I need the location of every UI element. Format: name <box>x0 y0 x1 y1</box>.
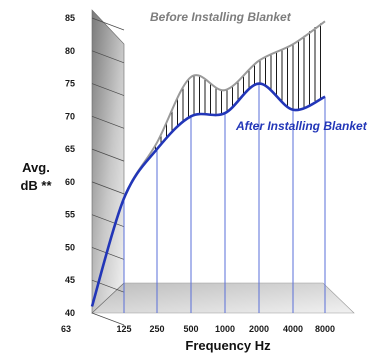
x-axis-label: Frequency Hz <box>185 338 271 353</box>
series-label-after: After Installing Blanket <box>235 119 368 133</box>
x-tick-label: 500 <box>183 324 198 334</box>
wall-gridline-50 <box>91 247 125 260</box>
x-tick-label: 125 <box>116 324 131 334</box>
wall-gridline-65 <box>91 148 125 162</box>
y-tick-label: 50 <box>65 242 75 252</box>
wall-gridline-40 <box>91 312 125 326</box>
x-tick-label: 4000 <box>283 324 303 334</box>
series-lines <box>90 20 326 307</box>
x-tick-label: 63 <box>61 324 71 334</box>
wall-gridline-70 <box>91 116 125 129</box>
chart-wall-panel <box>91 9 125 314</box>
y-axis-label-line-1: Avg. <box>22 160 50 175</box>
y-tick-label: 55 <box>65 210 75 220</box>
chart-gridlines <box>123 83 326 313</box>
y-tick-label: 60 <box>65 177 75 187</box>
x-tick-label: 250 <box>149 324 164 334</box>
wall-gridline-60 <box>91 181 125 195</box>
series-label-before: Before Installing Blanket <box>150 10 292 24</box>
y-tick-label: 65 <box>65 144 75 154</box>
y-tick-label: 85 <box>65 13 75 23</box>
wall-gridline-80 <box>91 50 125 64</box>
x-tick-label: 1000 <box>215 324 235 334</box>
y-axis-ticks: 40 45 50 55 60 65 70 75 80 85 <box>65 13 75 318</box>
chart-floor <box>91 282 355 314</box>
y-tick-label: 80 <box>65 46 75 56</box>
series-line-after <box>90 82 326 307</box>
y-tick-label: 40 <box>65 308 75 318</box>
y-tick-label: 70 <box>65 111 75 121</box>
y-axis-label-line-2: dB ** <box>20 178 52 193</box>
x-axis-ticks: 63 125 250 500 1000 2000 4000 8000 <box>61 324 335 334</box>
y-tick-label: 45 <box>65 275 75 285</box>
y-tick-label: 75 <box>65 79 75 89</box>
x-tick-label: 8000 <box>315 324 335 334</box>
x-tick-label: 2000 <box>249 324 269 334</box>
wall-gridline-85 <box>91 17 125 31</box>
wall-gridline-75 <box>91 83 125 96</box>
series-line-before <box>91 20 326 307</box>
wall-gridline-55 <box>91 214 125 227</box>
